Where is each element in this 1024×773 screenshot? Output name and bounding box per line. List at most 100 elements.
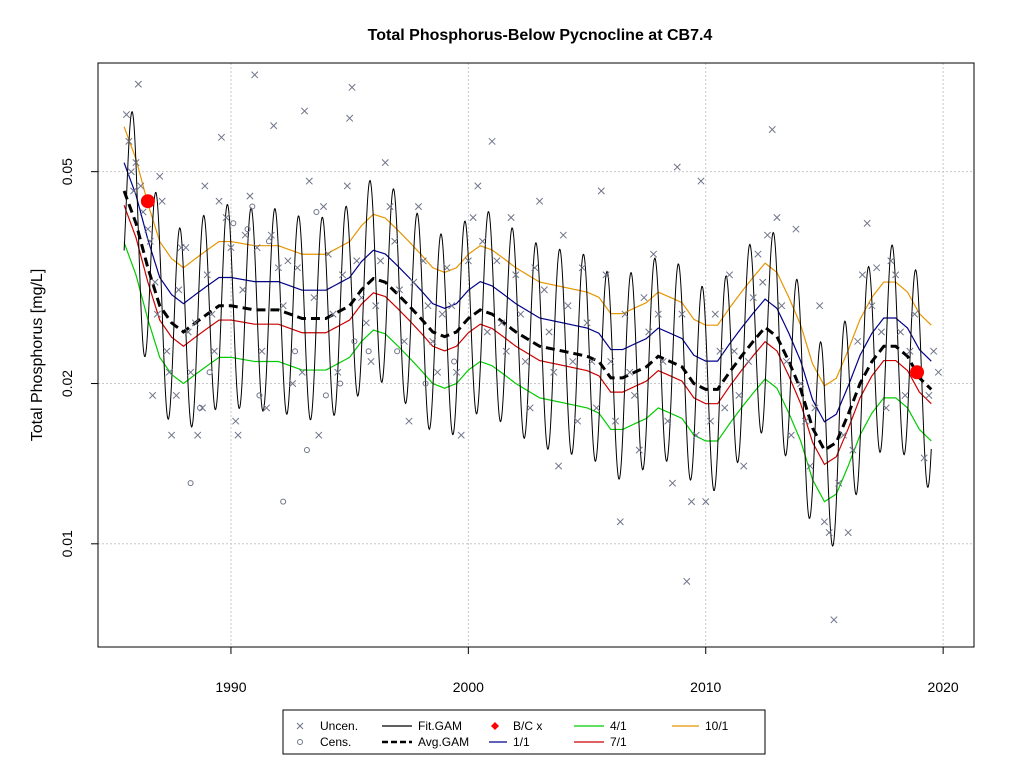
- uncensored-point: [735, 391, 743, 399]
- uncensored-point: [239, 286, 247, 294]
- uncensored-point: [507, 214, 515, 222]
- uncensored-point: [545, 328, 553, 336]
- uncensored-point: [132, 159, 140, 167]
- uncensored-point: [782, 357, 791, 366]
- uncensored-point: [410, 278, 418, 286]
- uncensored-point: [844, 528, 852, 537]
- y-tick-label: 0.01: [59, 530, 75, 557]
- uncensored-point: [127, 168, 135, 176]
- uncensored-point: [376, 257, 385, 265]
- uncensored-point: [521, 357, 529, 366]
- uncensored-point: [457, 431, 465, 439]
- uncensored-point: [300, 107, 309, 115]
- uncensored-point: [892, 271, 900, 279]
- avg-gam-line: [122, 190, 933, 453]
- y-tick-label: 0.02: [59, 370, 75, 397]
- uncensored-point: [678, 310, 686, 318]
- uncensored-point: [536, 197, 544, 205]
- uncensored-point: [151, 278, 159, 286]
- uncensored-point: [645, 328, 653, 336]
- legend-uncensored-symbol: [296, 722, 304, 730]
- uncensored-point: [483, 328, 491, 336]
- legend-label: B/C x: [513, 719, 542, 733]
- uncensored-point: [203, 271, 211, 279]
- fit-gam-line: [123, 111, 932, 547]
- legend-bc-symbol: [491, 722, 499, 730]
- uncensored-point: [578, 264, 586, 272]
- uncensored-point: [531, 264, 539, 272]
- censored-point: [230, 220, 237, 227]
- uncensored-point: [616, 518, 624, 526]
- uncensored-point: [773, 214, 781, 222]
- uncensored-point: [163, 347, 171, 355]
- uncensored-point: [289, 379, 297, 388]
- uncensored-point: [920, 454, 928, 462]
- uncensored-point: [858, 271, 866, 279]
- x-tick-label: 2000: [453, 679, 484, 695]
- uncensored-point: [868, 302, 876, 310]
- uncensored-point: [526, 404, 534, 412]
- uncensored-point: [668, 479, 677, 487]
- x-tick-label: 1990: [215, 679, 246, 695]
- uncensored-point: [391, 237, 399, 245]
- censored-point: [197, 404, 204, 411]
- uncensored-point: [820, 518, 828, 526]
- uncensored-point: [930, 347, 938, 355]
- uncensored-point: [835, 479, 843, 487]
- uncensored-point: [232, 417, 240, 425]
- legend-entry: 10/1: [672, 719, 729, 733]
- uncensored-point: [386, 202, 394, 211]
- uncensored-point: [664, 417, 672, 425]
- uncensored-point: [706, 417, 715, 425]
- uncensored-point: [270, 122, 278, 130]
- uncensored-point: [654, 310, 662, 318]
- uncensored-point: [279, 302, 287, 310]
- uncensored-point: [911, 310, 919, 318]
- uncensored-point: [583, 319, 591, 327]
- uncensored-point: [626, 368, 634, 376]
- legend-entry: Avg.GAM: [382, 735, 469, 749]
- censored-point: [365, 348, 372, 355]
- uncensored-point: [414, 202, 423, 211]
- uncensored-point: [825, 528, 833, 537]
- censored-point: [337, 380, 344, 387]
- uncensored-point: [258, 347, 266, 355]
- uncensored-point: [172, 391, 180, 399]
- y-tick-label: 0.05: [59, 158, 75, 185]
- uncensored-point: [906, 347, 914, 355]
- uncensored-point: [362, 319, 370, 327]
- legend-entry: Uncen.: [296, 719, 358, 733]
- uncensored-point: [554, 462, 563, 470]
- legend: Uncen. Cens. Fit.GAM Avg.GAM B/C x 1/1 4/1 7/1 1…: [282, 709, 766, 755]
- uncensored-point: [811, 404, 819, 412]
- censored-point: [249, 203, 256, 210]
- censored-point: [244, 226, 251, 233]
- legend-label: 4/1: [610, 719, 627, 733]
- uncensored-point: [175, 286, 183, 294]
- uncensored-point: [319, 202, 328, 211]
- baseline-current-point: [910, 365, 925, 380]
- legend-label: Cens.: [320, 735, 351, 749]
- oct1-line: [123, 126, 932, 387]
- uncensored-point: [877, 328, 885, 336]
- uncensored-point: [569, 357, 577, 366]
- x-tick-label: 2010: [690, 679, 721, 695]
- uncensored-point: [901, 391, 909, 399]
- uncensored-point: [768, 125, 776, 134]
- uncensored-point: [334, 368, 342, 376]
- uncensored-point: [564, 302, 572, 310]
- uncensored-point: [227, 244, 235, 252]
- legend-label: Uncen.: [320, 719, 358, 733]
- uncensored-point: [215, 197, 223, 205]
- uncensored-point: [191, 319, 199, 327]
- legend-entry: Cens.: [297, 735, 351, 749]
- uncensored-point: [246, 192, 254, 200]
- uncensored-point: [241, 231, 249, 239]
- uncensored-point: [716, 347, 724, 355]
- uncensored-point: [573, 417, 582, 425]
- uncensored-point: [725, 271, 734, 279]
- uncensored-point: [343, 182, 351, 190]
- jul1-line: [123, 205, 932, 466]
